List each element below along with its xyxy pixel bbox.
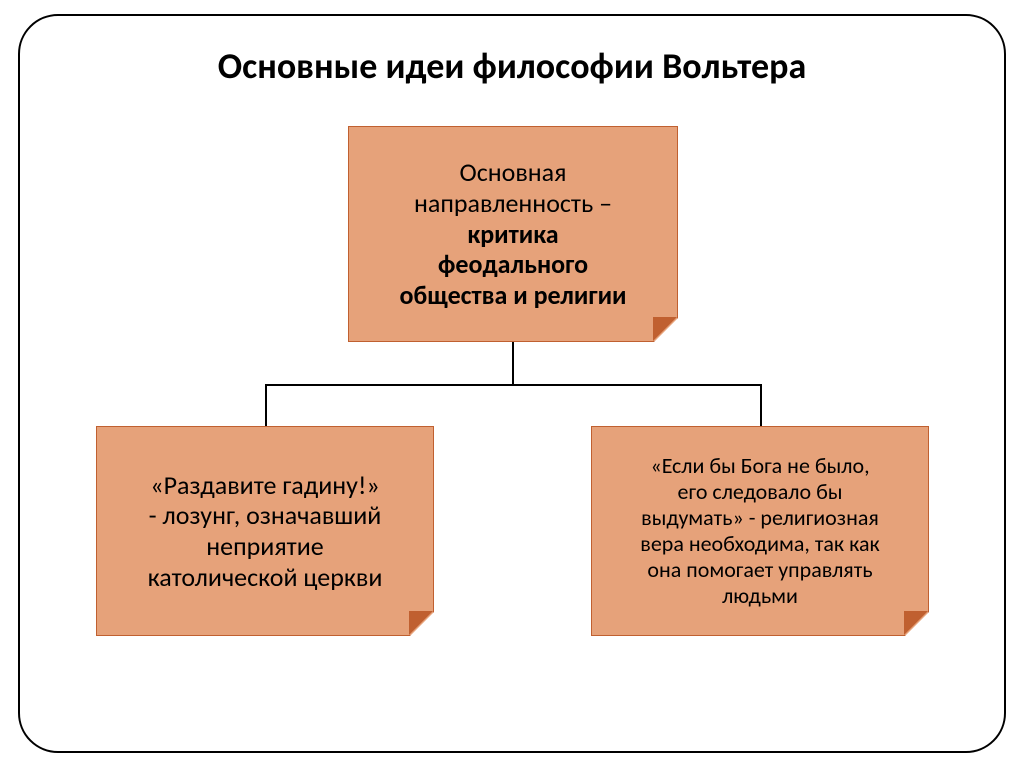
- connector-left-down: [265, 384, 267, 426]
- top-box-line1: Основная: [460, 156, 567, 188]
- right-box-line4: вера необходима, так как: [640, 530, 879, 557]
- left-box-line1: «Раздавите гадину!»: [150, 469, 379, 501]
- top-box-line4: феодального: [438, 248, 588, 280]
- left-box-line3: неприятие: [206, 530, 323, 562]
- top-box-line2: направленность –: [414, 187, 612, 219]
- slide-title: Основные идеи философии Вольтера: [0, 44, 1024, 88]
- right-box-line5: она помогает управлять: [647, 556, 872, 583]
- left-box-fold: [409, 611, 433, 635]
- left-box-line2: - лозунг, означавший: [149, 499, 382, 531]
- left-box-line4: католической церкви: [148, 561, 383, 593]
- top-box-line5: общества и религии: [399, 279, 626, 311]
- right-box: «Если бы Бога не было, его следовало бы …: [591, 426, 929, 636]
- slide: Основные идеи философии Вольтера Основна…: [0, 0, 1024, 767]
- right-box-line2: его следовало бы: [678, 478, 843, 505]
- right-box-line6: людьми: [722, 582, 798, 609]
- right-box-line3: выдумать» - религиозная: [641, 504, 879, 531]
- right-box-line1: «Если бы Бога не было,: [650, 452, 869, 479]
- top-box: Основная направленность – критика феодал…: [348, 126, 678, 342]
- connector-top: [512, 342, 514, 384]
- connector-horizontal: [265, 384, 762, 386]
- right-box-fold: [904, 611, 928, 635]
- top-box-line3: критика: [467, 218, 558, 250]
- connector-right-down: [760, 384, 762, 426]
- top-box-fold: [653, 317, 677, 341]
- left-box: «Раздавите гадину!» - лозунг, означавший…: [96, 426, 434, 636]
